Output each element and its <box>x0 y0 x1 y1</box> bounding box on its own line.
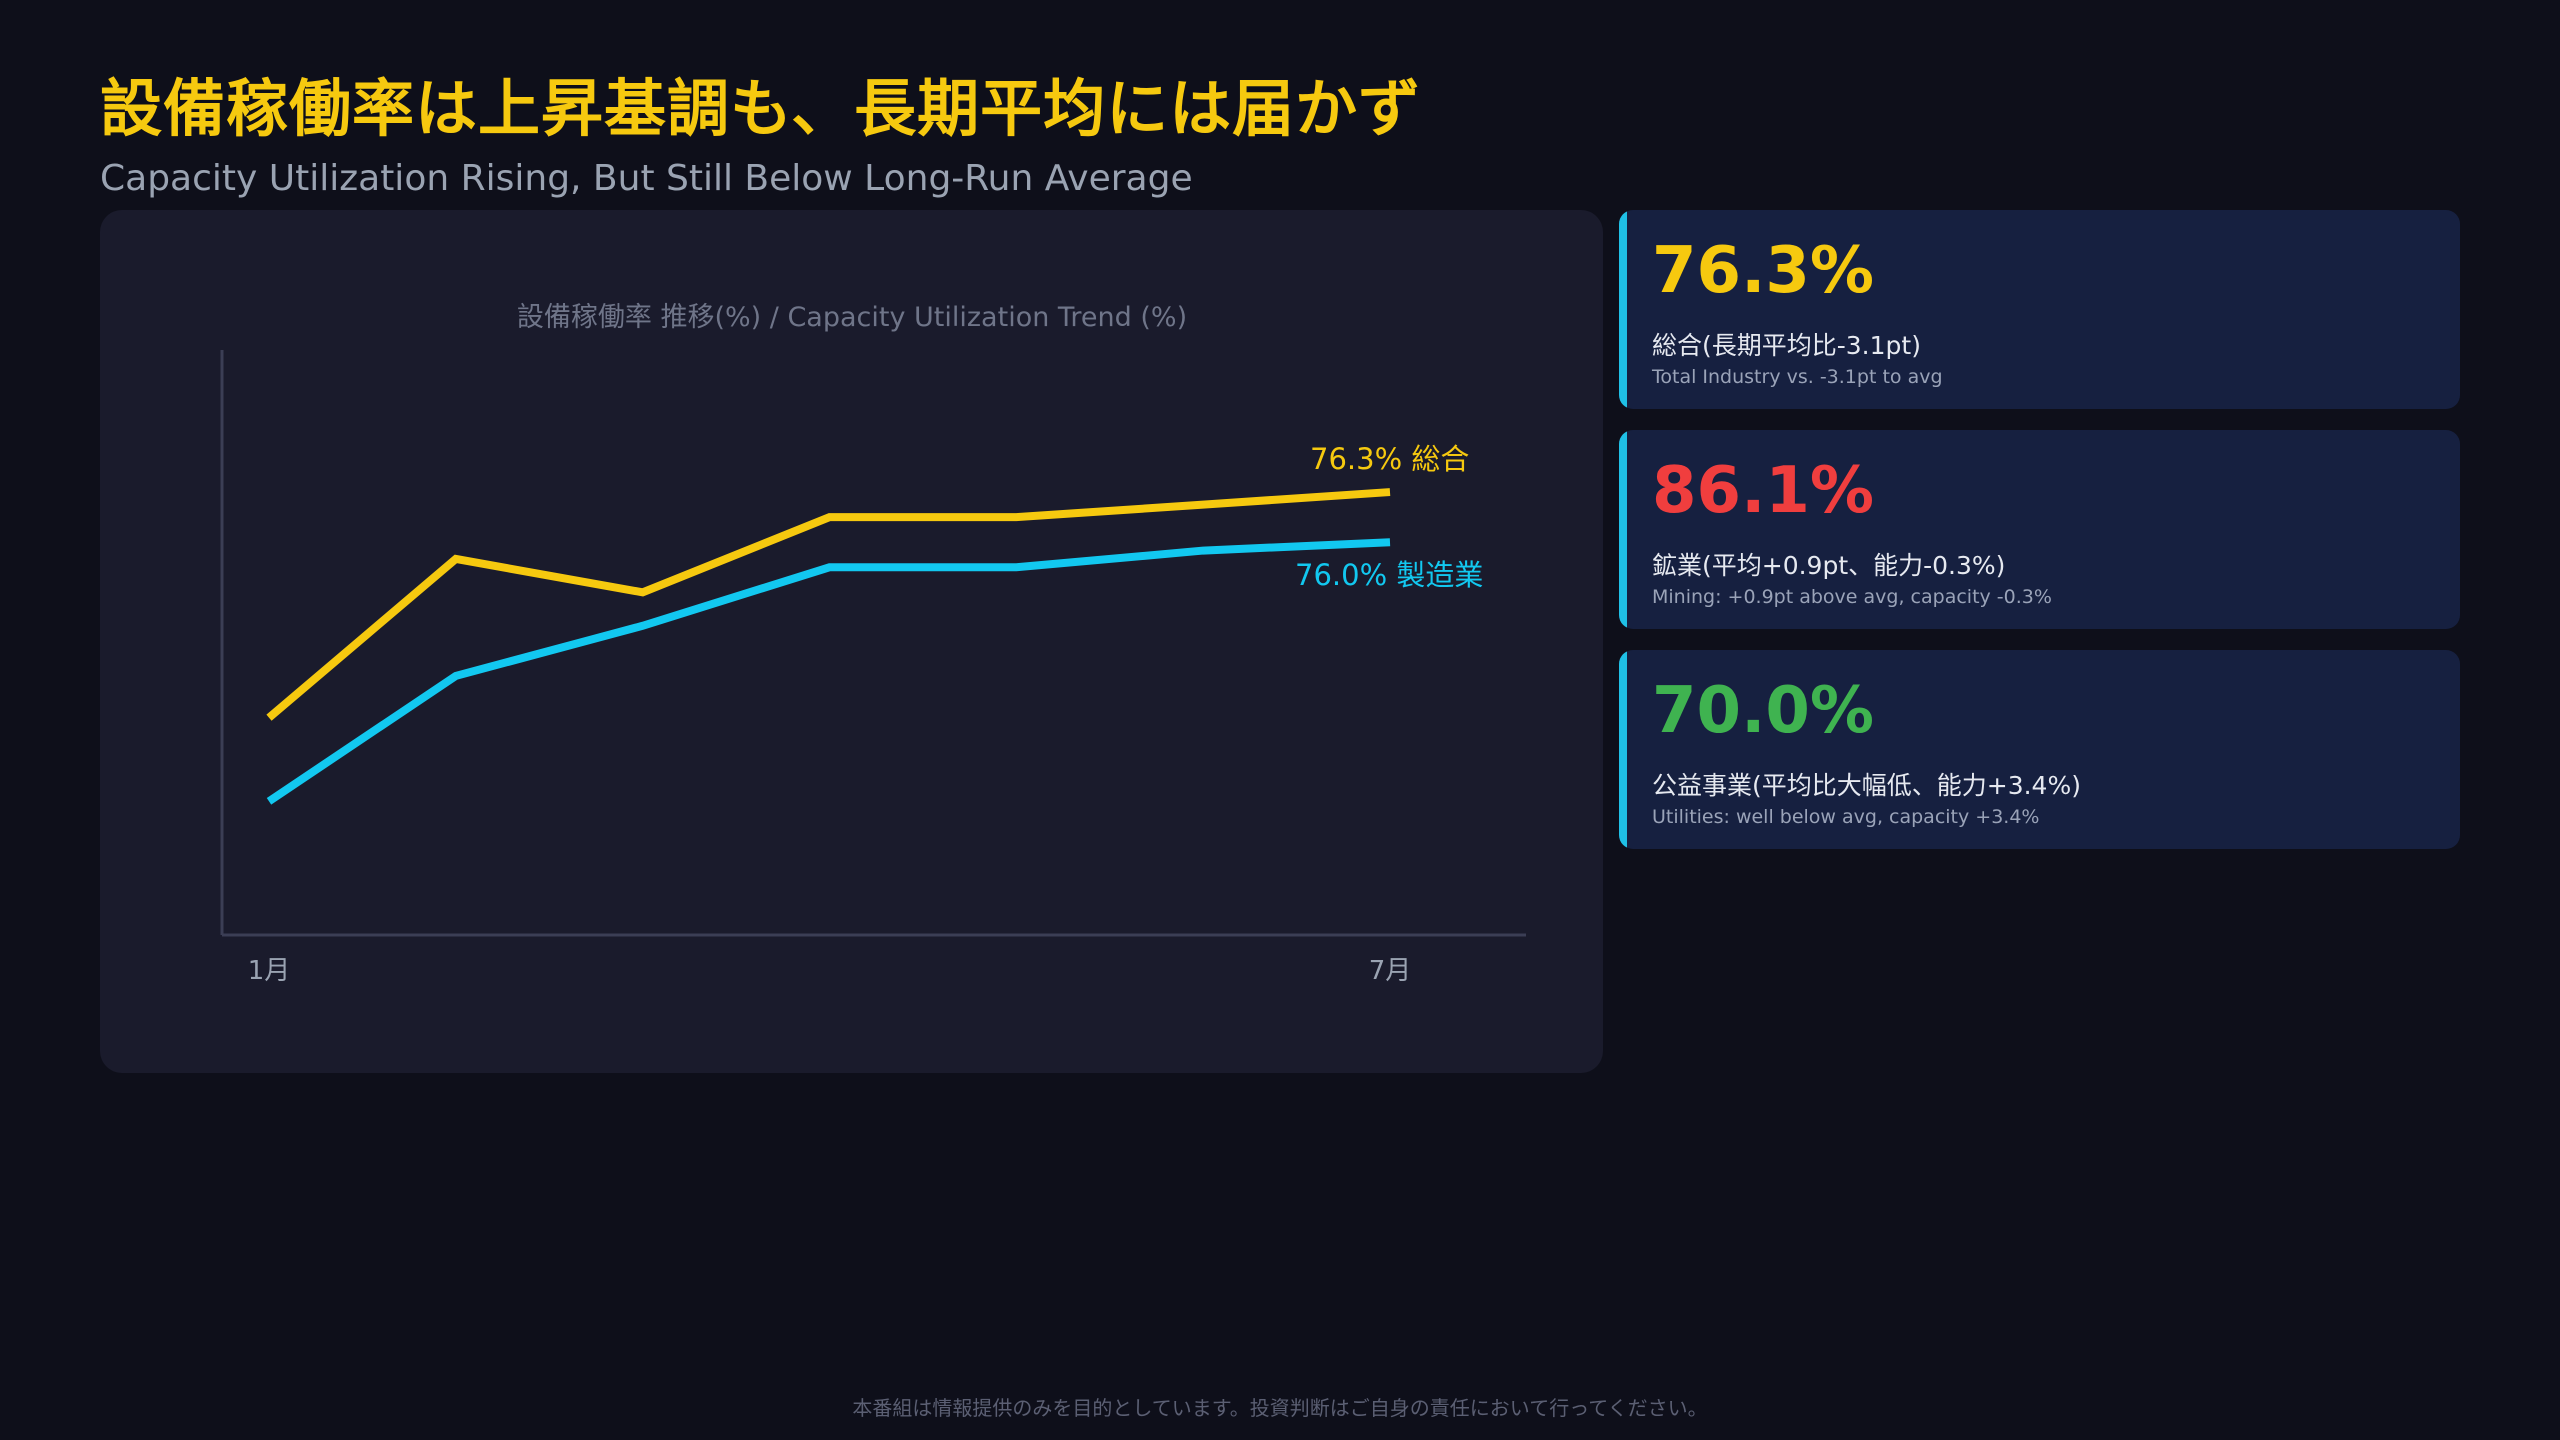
kpi-label: 鉱業(平均+0.9pt、能力-0.3%) <box>1652 551 2006 580</box>
disclaimer: 本番組は情報提供のみを目的としています。投資判断はご自身の責任において行ってくだ… <box>852 1396 1708 1420</box>
series-line-1 <box>266 538 1391 805</box>
page-subtitle: Capacity Utilization Rising, But Still B… <box>100 158 1193 199</box>
kpi-sublabel: Total Industry vs. -3.1pt to avg <box>1652 366 1943 388</box>
kpi-label: 総合(長期平均比-3.1pt) <box>1652 331 1921 360</box>
series-end-label: 76.3% 総合 <box>1310 442 1469 476</box>
series-line-0 <box>266 488 1391 721</box>
x-tick-label: 7月 <box>1369 956 1412 986</box>
page-title: 設備稼働率は上昇基調も、長期平均には届かず <box>100 72 1422 145</box>
series-end-label: 76.0% 製造業 <box>1295 558 1483 592</box>
chart-title: 設備稼働率 推移(%) / Capacity Utilization Trend… <box>517 302 1187 333</box>
x-tick-label: 1月 <box>248 956 291 986</box>
kpi-value: 70.0% <box>1652 674 1875 748</box>
kpi-card-mining: 86.1% 鉱業(平均+0.9pt、能力-0.3%) Mining: +0.9p… <box>1619 430 2460 629</box>
kpi-value: 76.3% <box>1652 234 1875 308</box>
chart-panel: 設備稼働率 推移(%) / Capacity Utilization Trend… <box>100 210 1603 1073</box>
kpi-value: 86.1% <box>1652 454 1875 528</box>
kpi-sublabel: Utilities: well below avg, capacity +3.4… <box>1652 806 2040 828</box>
kpi-label: 公益事業(平均比大幅低、能力+3.4%) <box>1652 771 2081 800</box>
kpi-card-utilities: 70.0% 公益事業(平均比大幅低、能力+3.4%) Utilities: we… <box>1619 650 2460 849</box>
capacity-utilization-chart: 設備稼働率 推移(%) / Capacity Utilization Trend… <box>220 302 1526 986</box>
kpi-sublabel: Mining: +0.9pt above avg, capacity -0.3% <box>1652 586 2052 608</box>
kpi-card-total: 76.3% 総合(長期平均比-3.1pt) Total Industry vs.… <box>1619 210 2460 409</box>
